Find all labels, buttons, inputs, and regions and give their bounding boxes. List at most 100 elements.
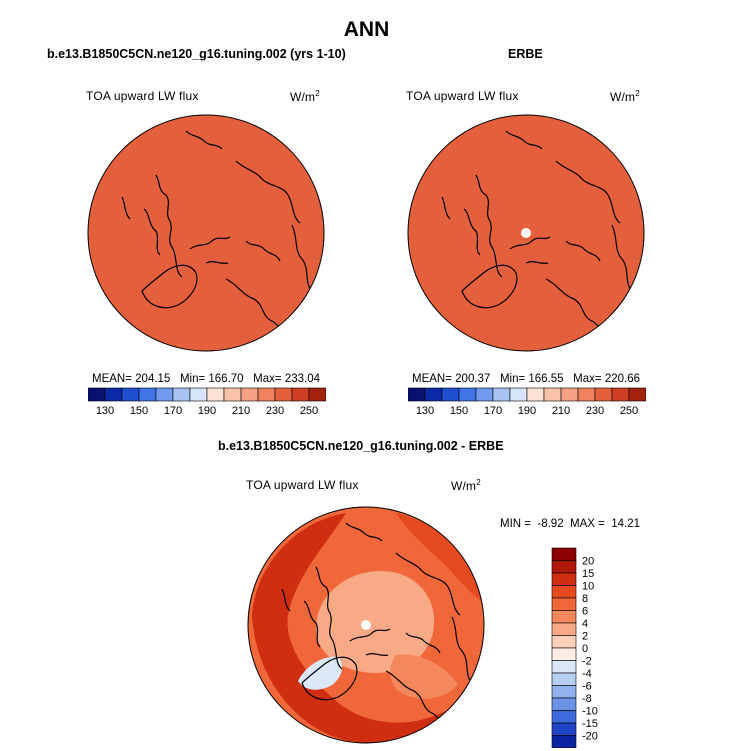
colorbar-box (551, 635, 577, 649)
colorbar-box (88, 387, 106, 402)
colorbar-box (257, 387, 276, 402)
colorbar-box (594, 387, 613, 402)
colorbar-tick-label: 15 (582, 568, 594, 580)
colorbar-box (458, 387, 477, 402)
colorbar-box (577, 387, 596, 402)
coastline (315, 566, 343, 670)
coastline (301, 656, 358, 701)
colorbar-box (551, 610, 577, 624)
colorbar-box (560, 387, 579, 402)
coastline (475, 174, 503, 278)
coastline (461, 264, 518, 309)
colorbar-tick-label: -8 (582, 693, 592, 705)
colorbar-tick-label: 130 (416, 405, 434, 417)
panel-2-map (407, 114, 645, 352)
colorbar-box (551, 622, 577, 636)
panel-1-min: 166.70 (208, 373, 244, 385)
colorbar-tick-label: 230 (266, 405, 284, 417)
coastline (345, 522, 383, 542)
colorbar-tick-label: 210 (552, 405, 570, 417)
colorbar-tick-label: 190 (198, 405, 216, 417)
coastline (611, 224, 633, 292)
colorbar-tick-label: 170 (164, 405, 182, 417)
panel-3-units: W/m2 (451, 478, 481, 493)
colorbar-box (172, 387, 191, 402)
colorbar-box (492, 387, 511, 402)
colorbar-box (441, 387, 460, 402)
pole-hole (361, 620, 371, 630)
colorbar-tick-label: 2 (582, 631, 588, 643)
colorbar-box (551, 547, 577, 561)
panel-3-min: -8.92 (537, 518, 564, 530)
coastline (281, 588, 291, 612)
coastline (121, 196, 131, 220)
panel-1-max-label: Max= (253, 373, 282, 385)
colorbar-tick-label: -2 (582, 656, 592, 668)
coastline (555, 160, 621, 224)
colorbar-tick-label: 210 (232, 405, 250, 417)
panel-1-min-label: Min= (179, 373, 206, 385)
pole-hole (521, 228, 531, 238)
panel-1-units: W/m2 (290, 89, 320, 104)
colorbar-box (551, 710, 577, 724)
coastline (451, 616, 473, 684)
colorbar-box (551, 735, 577, 748)
colorbar-box (206, 387, 225, 402)
coastline (291, 224, 313, 292)
coastline (509, 236, 551, 250)
coastline (525, 260, 549, 265)
colorbar-tick-label: -6 (582, 681, 592, 693)
colorbar-box (526, 387, 545, 402)
coastline (405, 632, 441, 654)
colorbar-box (138, 387, 157, 402)
colorbar-box (104, 387, 123, 402)
panel-2-title: ERBE (508, 47, 543, 61)
colorbar-box (408, 387, 426, 402)
coastline (441, 196, 451, 220)
colorbar-box (189, 387, 208, 402)
colorbar-box (424, 387, 443, 402)
panel-2-max: 220.66 (604, 373, 641, 385)
coastline (395, 552, 461, 616)
colorbar-box (274, 387, 293, 402)
region-greenland (298, 656, 343, 690)
colorbar-tick-label: 6 (582, 606, 588, 618)
coastline (365, 652, 389, 657)
panel-1-variable: TOA upward LW flux (86, 89, 199, 103)
panel-3-title: b.e13.B1850C5CN.ne120_g16.tuning.002 - E… (218, 439, 504, 453)
colorbar-tick-label: 230 (586, 405, 604, 417)
colorbar-box (551, 572, 577, 586)
colorbar-box (121, 387, 140, 402)
panel-1-mean-label: MEAN= (92, 373, 132, 385)
colorbar-box (308, 387, 326, 402)
panel-1-map (87, 114, 325, 352)
colorbar-tick-label: 0 (582, 643, 588, 655)
colorbar-box (551, 672, 577, 686)
region-north-pacific (396, 513, 482, 601)
colorbar-tick-label: 250 (300, 405, 318, 417)
colorbar-box (551, 722, 577, 736)
panel-2-mean-label: MEAN= (412, 373, 452, 385)
panel-2-colorbar: 130150170190210230250270 (408, 387, 646, 417)
colorbar-tick-label: 150 (450, 405, 468, 417)
panel-3-map (247, 506, 485, 744)
colorbar-box (551, 560, 577, 574)
panel-1-mean: 204.15 (135, 373, 171, 385)
panel-2-variable: TOA upward LW flux (406, 89, 519, 103)
colorbar-box (551, 647, 577, 661)
region-arctic-ocean (315, 571, 435, 673)
colorbar-box (551, 697, 577, 711)
coastline (141, 264, 198, 309)
coastline (303, 600, 321, 648)
coastline (185, 130, 223, 150)
colorbar-box (551, 660, 577, 674)
coastline (505, 130, 543, 150)
coastline (565, 240, 601, 262)
panel-1-stats: MEAN= 204.15 Min= 166.70 Max= 233.04 (92, 373, 320, 385)
panel-3-max-label: MAX = (570, 518, 605, 530)
figure-title: ANN (343, 18, 390, 41)
colorbar-tick-label: 4 (582, 618, 588, 630)
coastline (155, 174, 183, 278)
coastline (205, 260, 229, 265)
panel-2-max-label: Max= (573, 373, 602, 385)
